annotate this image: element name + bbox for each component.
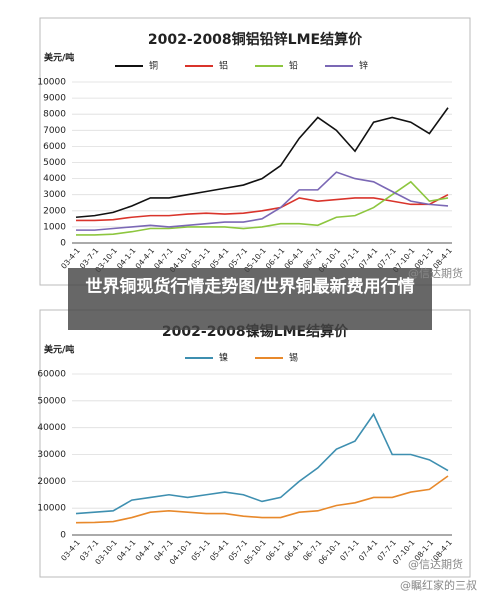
y-tick-label: 2000 [43, 206, 66, 216]
y-tick-label: 5000 [43, 158, 66, 168]
series-line [76, 180, 449, 236]
y-tick-label: 1000 [43, 222, 66, 232]
y-tick-label: 9000 [43, 94, 66, 104]
y-tick-label: 6000 [43, 142, 66, 152]
legend-label: 铜 [149, 60, 158, 72]
x-tick-label: 06-4-1 [282, 246, 305, 271]
x-tick-label: 04-4-1 [134, 538, 157, 563]
y-tick-label: 4000 [43, 174, 66, 184]
chart-frame [39, 309, 471, 578]
y-tick-label: 50000 [37, 396, 66, 406]
x-tick-label: 07-1-1 [338, 246, 361, 271]
y-tick-label: 30000 [37, 450, 66, 460]
y-tick-label: 3000 [43, 190, 66, 200]
x-tick-label: 06-1-1 [264, 538, 287, 563]
y-tick-label: 0 [60, 239, 66, 249]
series-line [76, 171, 449, 231]
x-tick-label: 04-4-1 [134, 246, 157, 271]
legend-label: 铅 [289, 60, 298, 72]
y-tick-label: 60000 [37, 370, 66, 380]
y-tick-label: 10000 [37, 504, 66, 514]
y-tick-label: 0 [60, 531, 66, 541]
x-tick-label: 06-4-1 [282, 538, 305, 563]
y-tick-label: 8000 [43, 110, 66, 120]
x-tick-label: 05-4-1 [208, 246, 231, 271]
x-tick-label: 07-4-1 [357, 246, 380, 271]
chart-title: 2002-2008铜铝铅锌LME结算价 [148, 31, 363, 48]
x-tick-label: 05-1-1 [189, 246, 212, 271]
series-line [75, 475, 449, 524]
y-unit: 美元/吨 [44, 344, 74, 356]
x-tick-label: 03-4-1 [59, 538, 82, 563]
watermark: @瞩红家的三叔 [400, 579, 477, 592]
x-tick-label: 05-4-1 [208, 538, 231, 563]
x-tick-label: 03-4-1 [59, 246, 82, 271]
x-tick-label: 07-1-1 [338, 538, 361, 563]
legend-label: 锡 [289, 353, 298, 364]
legend-label: 镍 [219, 352, 228, 364]
watermark: @信达期货 [408, 558, 463, 571]
series-line [76, 193, 449, 222]
series-line [75, 412, 449, 515]
watermark: @信达期货 [408, 267, 463, 280]
series-line [75, 107, 449, 219]
x-tick-label: 07-4-1 [357, 538, 380, 563]
x-tick-label: 04-1-1 [115, 246, 138, 271]
x-tick-label: 05-1-1 [189, 538, 212, 563]
chart-frame [39, 17, 471, 286]
legend-label: 锌 [359, 60, 368, 72]
y-tick-label: 10000 [37, 78, 66, 88]
caption: 世界铜现货行情走势图/世界铜最新费用行情 [68, 268, 432, 330]
y-tick-label: 40000 [37, 423, 66, 433]
x-tick-label: 06-1-1 [264, 246, 287, 271]
y-unit: 美元/吨 [44, 52, 74, 64]
legend-label: 铝 [219, 60, 228, 72]
y-tick-label: 20000 [37, 477, 66, 487]
x-tick-label: 04-1-1 [115, 538, 138, 563]
y-tick-label: 7000 [43, 126, 66, 136]
